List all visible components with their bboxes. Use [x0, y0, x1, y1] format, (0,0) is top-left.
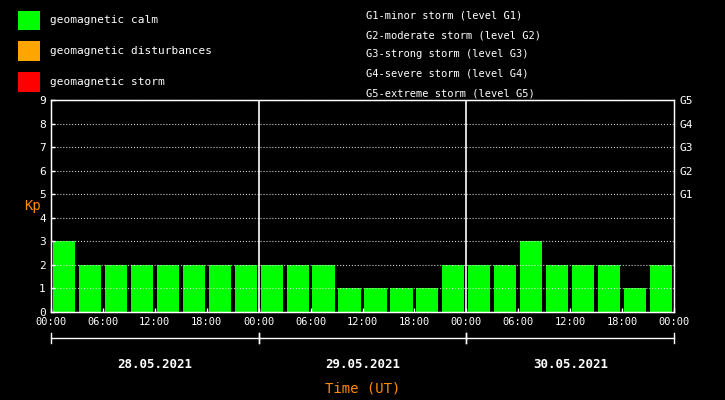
Text: geomagnetic calm: geomagnetic calm	[49, 15, 157, 25]
Bar	[624, 288, 646, 312]
Text: geomagnetic disturbances: geomagnetic disturbances	[49, 46, 212, 56]
Bar	[183, 265, 204, 312]
Bar	[17, 72, 40, 92]
Bar	[391, 288, 413, 312]
Bar	[572, 265, 594, 312]
Bar	[79, 265, 101, 312]
Bar	[286, 265, 309, 312]
Y-axis label: Kp: Kp	[24, 199, 41, 213]
Bar	[468, 265, 490, 312]
Text: G2-moderate storm (level G2): G2-moderate storm (level G2)	[366, 30, 541, 40]
Text: 30.05.2021: 30.05.2021	[533, 358, 608, 370]
Text: G5-extreme storm (level G5): G5-extreme storm (level G5)	[366, 88, 535, 98]
Text: geomagnetic storm: geomagnetic storm	[49, 77, 165, 87]
Bar	[598, 265, 621, 312]
Bar	[650, 265, 672, 312]
Bar	[17, 42, 40, 61]
Bar	[365, 288, 386, 312]
Bar	[442, 265, 465, 312]
Bar	[312, 265, 334, 312]
Bar	[416, 288, 439, 312]
Bar	[53, 241, 75, 312]
Bar	[521, 241, 542, 312]
Bar	[494, 265, 516, 312]
Text: 28.05.2021: 28.05.2021	[117, 358, 192, 370]
Text: G4-severe storm (level G4): G4-severe storm (level G4)	[366, 69, 529, 79]
Text: G3-strong storm (level G3): G3-strong storm (level G3)	[366, 49, 529, 59]
Bar	[130, 265, 153, 312]
Bar	[235, 265, 257, 312]
Bar	[104, 265, 127, 312]
Bar	[260, 265, 283, 312]
Text: G1-minor storm (level G1): G1-minor storm (level G1)	[366, 11, 522, 21]
Bar	[547, 265, 568, 312]
Bar	[157, 265, 178, 312]
Bar	[339, 288, 360, 312]
Text: 29.05.2021: 29.05.2021	[325, 358, 400, 370]
Text: Time (UT): Time (UT)	[325, 382, 400, 396]
Bar	[209, 265, 231, 312]
Bar	[17, 11, 40, 30]
